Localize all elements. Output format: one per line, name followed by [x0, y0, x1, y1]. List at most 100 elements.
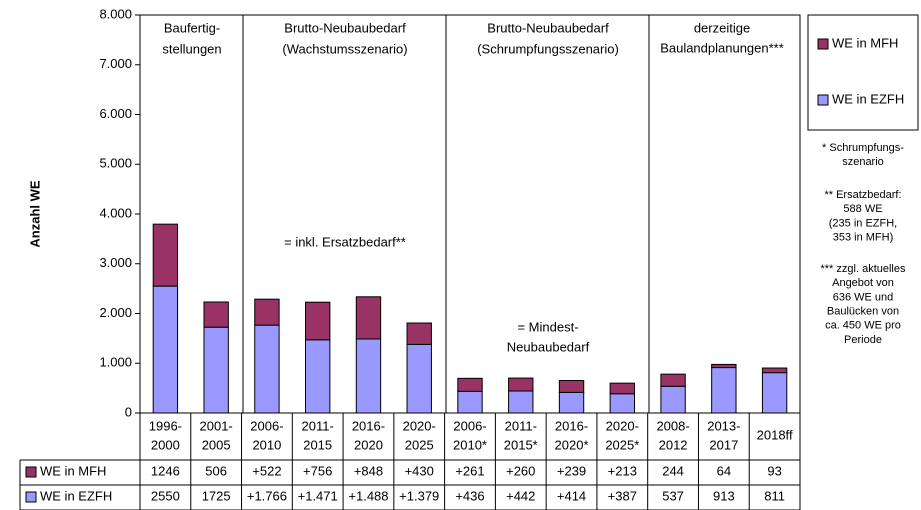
footnote: 353 in MFH) [833, 232, 894, 244]
x-tick-label: 2016- [555, 418, 588, 433]
bar-segment [660, 373, 686, 387]
footnote: Periode [844, 334, 882, 346]
group-heading: (Schrumpfungsszenario) [477, 41, 619, 56]
footnote: 636 WE und [833, 291, 894, 303]
group-heading: stellungen [162, 41, 221, 56]
table-cell: 1725 [202, 488, 231, 503]
bar-segment [711, 363, 737, 369]
bar-segment [406, 343, 432, 414]
plot-frame [139, 14, 801, 414]
table-cell: 811 [764, 488, 785, 503]
bar-segment [711, 367, 737, 414]
table-cell: +261 [455, 463, 484, 478]
bar-segment [558, 391, 585, 414]
table-cell: +260 [506, 463, 535, 478]
table-cell: +1.471 [298, 488, 338, 503]
x-tick-label: 2010 [252, 437, 281, 452]
x-tick-label: 2005 [202, 437, 231, 452]
x-tick-label: 2017 [709, 437, 738, 452]
bar-segment [406, 322, 432, 345]
table-cell: +1.379 [399, 488, 439, 503]
x-tick-label: 2025 [405, 437, 434, 452]
bar-segment [761, 372, 788, 414]
bar-segment [508, 377, 534, 392]
bar-segment [761, 367, 788, 374]
bar-segment [203, 326, 229, 414]
bar-segment [558, 380, 585, 393]
table-cell: +430 [405, 463, 434, 478]
group-heading: derzeitige [694, 20, 750, 35]
x-tick-label: 2000 [151, 437, 180, 452]
table-cell: 244 [662, 463, 684, 478]
table-cell: 537 [662, 488, 684, 503]
table-cell: +1.766 [247, 488, 287, 503]
legend-label: WE in MFH [832, 35, 898, 50]
y-tick-label: 3.000 [99, 255, 132, 270]
bar-segment [305, 339, 331, 414]
group-heading: (Wachstumsszenario) [282, 41, 407, 56]
x-tick-label: 1996- [149, 418, 182, 433]
x-tick-label: 2010* [453, 437, 487, 452]
annotation: = Mindest- [517, 319, 578, 334]
y-tick-label: 5.000 [99, 156, 132, 171]
bar-segment [609, 382, 635, 395]
bar-segment [254, 324, 280, 414]
footnote: ** Ersatzbedarf: [824, 189, 901, 201]
footnote: *** zzgl. aktuelles [821, 263, 906, 275]
y-tick-label: 0 [125, 404, 132, 419]
group-heading: Brutto-Neubaubedarf [284, 20, 406, 35]
table-cell: +522 [252, 463, 281, 478]
legend-swatch [25, 466, 37, 478]
legend-swatch [817, 38, 829, 50]
footnote: * Schrumpfungs- [822, 142, 904, 154]
x-tick-label: 2006- [250, 418, 283, 433]
legend-swatch [817, 94, 829, 106]
y-tick-label: 6.000 [99, 106, 132, 121]
table-cell: +414 [557, 488, 586, 503]
x-tick-label: 2025* [605, 437, 639, 452]
y-tick-label: 2.000 [99, 305, 132, 320]
x-tick-label: 2020 [354, 437, 383, 452]
table-cell: 2550 [151, 488, 180, 503]
x-tick-label: 2012 [659, 437, 688, 452]
table-cell: 93 [767, 463, 781, 478]
annotation: = inkl. Ersatzbedarf** [284, 234, 406, 249]
legend-label: WE in EZFH [832, 91, 904, 106]
x-tick-label: 2020* [555, 437, 589, 452]
x-tick-label: 2006- [453, 418, 486, 433]
table-cell: 913 [713, 488, 735, 503]
table-cell: 64 [717, 463, 731, 478]
legend-box [807, 14, 919, 131]
x-tick-label: 2015 [303, 437, 332, 452]
table-cell: +848 [354, 463, 383, 478]
x-tick-label: 2016- [352, 418, 385, 433]
bar-segment [254, 298, 280, 326]
annotation: Neubaubedarf [507, 339, 590, 354]
x-tick-label: 2011- [505, 418, 537, 433]
bar-segment [457, 377, 483, 392]
footnote: szenario [842, 156, 884, 168]
footnote: Baulücken von [827, 306, 899, 318]
y-tick-label: 8.000 [99, 6, 132, 21]
table-cell: +756 [303, 463, 332, 478]
bar-segment [355, 338, 382, 414]
footnote: (235 in EZFH, [829, 217, 897, 229]
group-heading: Brutto-Neubaubedarf [487, 20, 609, 35]
table-cell: +239 [557, 463, 586, 478]
x-tick-label: 2018ff [757, 427, 793, 442]
table-cell: +442 [506, 488, 535, 503]
y-axis-label: Anzahl WE [27, 180, 42, 247]
bar-segment [152, 223, 179, 287]
bar-segment [203, 301, 229, 328]
table-cell: 1246 [151, 463, 180, 478]
footnote: 588 WE [843, 203, 882, 215]
y-tick-label: 7.000 [99, 56, 132, 71]
x-tick-label: 2008- [656, 418, 689, 433]
x-tick-label: 2015* [504, 437, 538, 452]
table-cell: +1.488 [348, 488, 388, 503]
bar-segment [457, 390, 483, 414]
x-tick-label: 2020- [606, 418, 639, 433]
y-tick-label: 1.000 [99, 355, 132, 370]
group-heading: Baufertig- [164, 20, 220, 35]
